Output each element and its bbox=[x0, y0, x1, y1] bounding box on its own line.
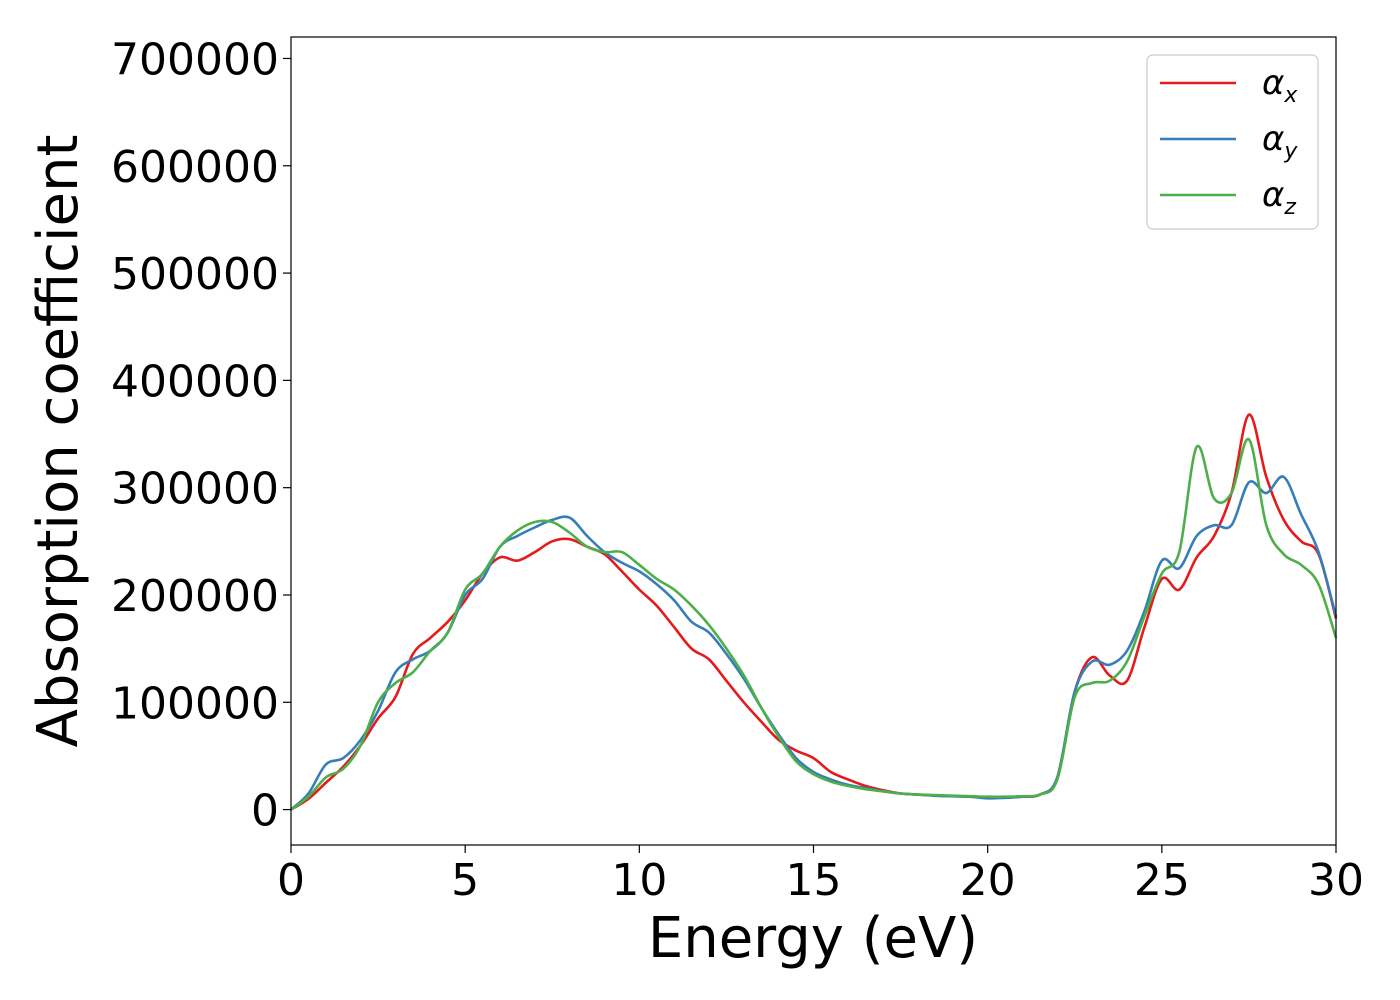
x-axis-label: Energy (eV) bbox=[648, 906, 978, 971]
x-tick-label: 0 bbox=[277, 855, 305, 906]
x-tick-label: 20 bbox=[960, 855, 1016, 906]
series-line-x bbox=[290, 413, 1338, 811]
y-tick-label: 600000 bbox=[111, 142, 279, 193]
series-line-z bbox=[290, 438, 1338, 811]
legend: αx αy αz bbox=[1146, 54, 1319, 230]
x-tick-label: 5 bbox=[451, 855, 479, 906]
y-tick-label: 100000 bbox=[111, 678, 279, 729]
x-tick-label: 10 bbox=[611, 855, 667, 906]
legend-label-y: αy bbox=[1262, 119, 1298, 164]
y-tick-label: 200000 bbox=[111, 571, 279, 622]
series-line-y bbox=[290, 475, 1338, 811]
y-tick-label: 300000 bbox=[111, 464, 279, 515]
x-axis-ticks: 0 5 10 15 20 25 30 bbox=[277, 845, 1364, 906]
legend-box bbox=[1146, 54, 1319, 230]
x-tick-label: 25 bbox=[1134, 855, 1190, 906]
y-axis-label: Absorption coefficient bbox=[26, 135, 91, 748]
x-tick-label: 15 bbox=[786, 855, 842, 906]
legend-label-x: αx bbox=[1262, 63, 1298, 108]
x-tick-label: 30 bbox=[1308, 855, 1364, 906]
series-layer bbox=[290, 413, 1338, 811]
y-tick-label: 700000 bbox=[111, 34, 279, 85]
y-tick-label: 400000 bbox=[111, 356, 279, 407]
legend-label-z: αz bbox=[1262, 175, 1296, 220]
y-tick-label: 500000 bbox=[111, 249, 279, 300]
y-tick-label: 0 bbox=[251, 786, 279, 837]
y-axis-ticks: 0 100000 200000 300000 400000 500000 600000 700… bbox=[111, 34, 291, 837]
